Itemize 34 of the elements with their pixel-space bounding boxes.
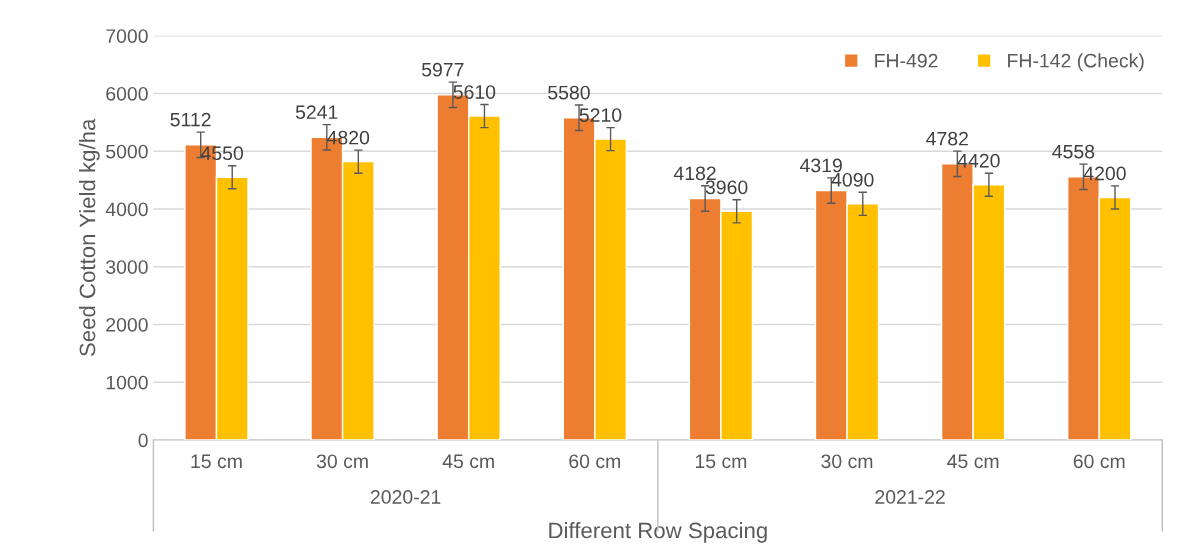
- x-tick-label: 15 cm: [191, 454, 242, 469]
- legend-label: FH-142 (Check): [1008, 53, 1144, 72]
- x-tick-label: 60 cm: [1073, 454, 1125, 469]
- y-tick-label: 1000: [106, 375, 148, 390]
- data-label: 5580: [548, 85, 590, 100]
- y-tick-label: 4000: [105, 202, 148, 217]
- data-label: 4558: [1052, 144, 1095, 159]
- x-tick-label: 15 cm: [695, 454, 747, 469]
- y-tick-label: 6000: [106, 86, 148, 101]
- y-tick-label: 3000: [106, 260, 148, 274]
- y-tick-label: 5000: [106, 144, 148, 159]
- data-label: 4820: [327, 130, 370, 145]
- legend-label: FH-492: [875, 53, 938, 68]
- data-label: 5610: [453, 85, 496, 99]
- x-axis-title: Different Row Spacing: [549, 522, 767, 543]
- y-tick-label: 2000: [106, 317, 148, 332]
- data-label: 4182: [673, 166, 716, 181]
- x-tick-label: 30 cm: [316, 454, 368, 469]
- data-label: 4782: [926, 131, 968, 146]
- x-tick-label: 45 cm: [442, 454, 494, 469]
- data-label: 4319: [799, 158, 842, 173]
- data-label: 5977: [421, 62, 464, 77]
- x-tick-label: 30 cm: [821, 454, 873, 469]
- y-tick-label: 0: [138, 433, 148, 448]
- text: 2021-22: [875, 490, 945, 504]
- x-tick-label: 60 cm: [569, 454, 620, 469]
- data-label: 5241: [295, 105, 338, 120]
- data-label: 5210: [579, 108, 622, 122]
- text: 2020-21: [370, 490, 441, 504]
- x-tick-label: 45 cm: [947, 454, 999, 469]
- data-label: 5112: [170, 112, 211, 127]
- data-label: 3960: [705, 180, 748, 195]
- y-tick-label: 7000: [106, 29, 148, 43]
- y-axis-title: Seed Cotton Yield kg/ha: [79, 118, 100, 357]
